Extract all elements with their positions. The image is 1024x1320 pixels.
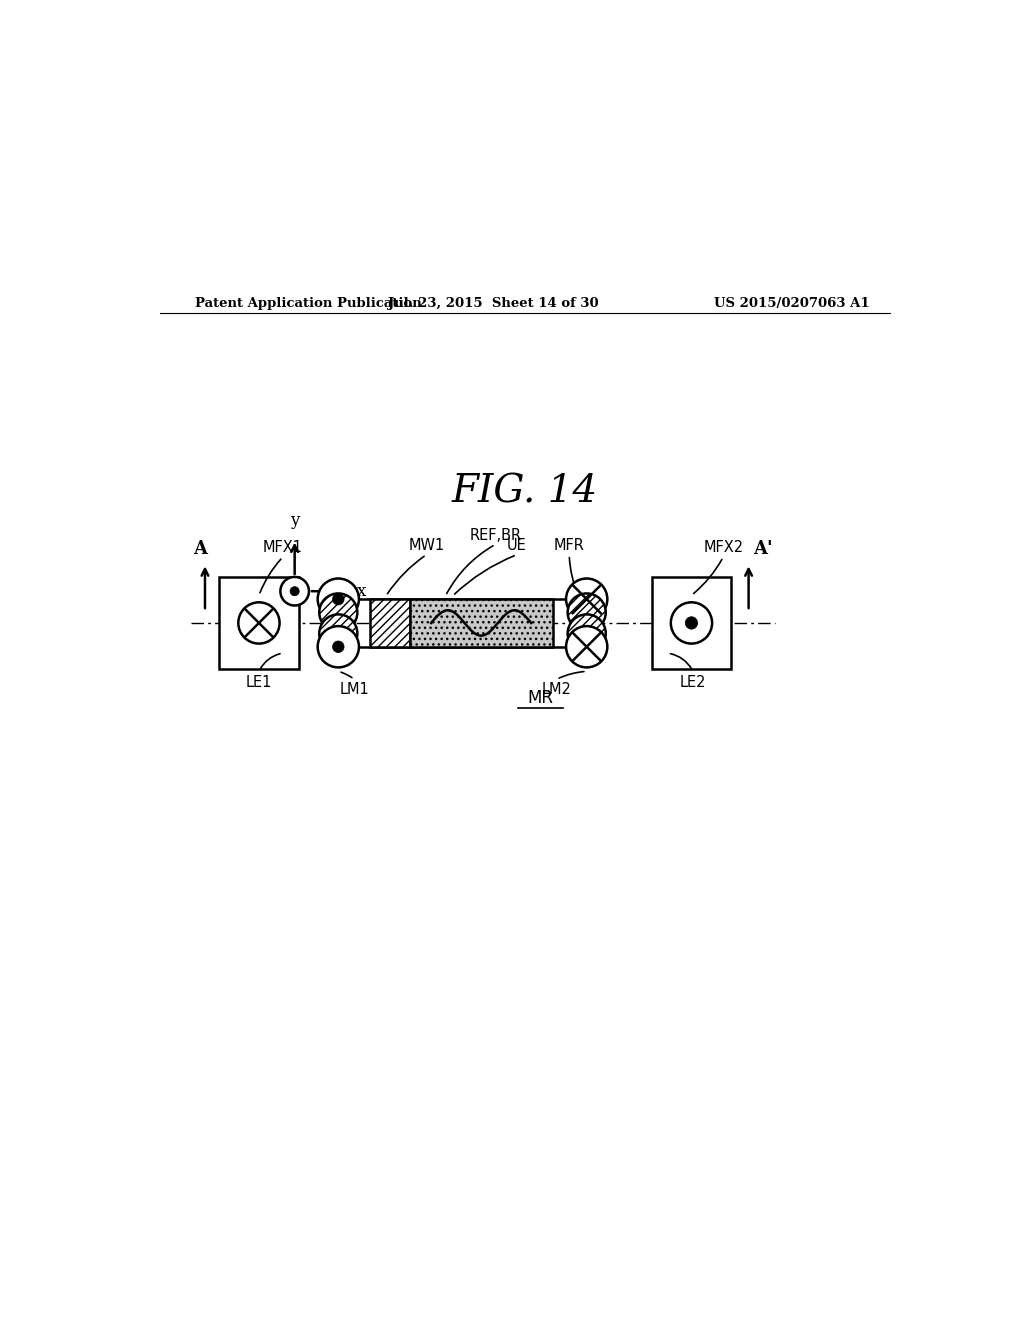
Circle shape xyxy=(566,626,607,668)
Text: LE2: LE2 xyxy=(680,675,707,689)
Circle shape xyxy=(281,577,309,606)
Circle shape xyxy=(333,642,344,652)
Text: A': A' xyxy=(754,540,773,558)
Text: LE1: LE1 xyxy=(246,675,272,689)
Text: UE: UE xyxy=(507,539,526,553)
Circle shape xyxy=(671,602,712,644)
Circle shape xyxy=(566,578,607,620)
Circle shape xyxy=(290,586,299,595)
Text: REF,BR: REF,BR xyxy=(469,528,521,543)
Circle shape xyxy=(333,594,344,605)
Text: FIG. 14: FIG. 14 xyxy=(452,474,598,511)
Circle shape xyxy=(319,614,357,652)
Text: US 2015/0207063 A1: US 2015/0207063 A1 xyxy=(715,297,870,310)
Circle shape xyxy=(567,614,606,652)
Text: A: A xyxy=(194,540,207,558)
Text: LM2: LM2 xyxy=(542,682,571,697)
Text: MFX2: MFX2 xyxy=(703,540,743,556)
Circle shape xyxy=(685,616,697,630)
Text: MFX1: MFX1 xyxy=(263,540,303,556)
Text: MFR: MFR xyxy=(554,539,585,553)
Text: Patent Application Publication: Patent Application Publication xyxy=(196,297,422,310)
Circle shape xyxy=(317,626,359,668)
Text: y: y xyxy=(290,512,299,529)
Circle shape xyxy=(319,594,357,631)
Bar xyxy=(219,577,299,669)
Text: x: x xyxy=(356,582,366,599)
Circle shape xyxy=(317,578,359,620)
Text: LM1: LM1 xyxy=(339,682,369,697)
Bar xyxy=(370,599,410,647)
Text: z: z xyxy=(276,622,285,639)
Text: Jul. 23, 2015  Sheet 14 of 30: Jul. 23, 2015 Sheet 14 of 30 xyxy=(388,297,598,310)
Circle shape xyxy=(239,602,280,644)
Bar xyxy=(652,577,731,669)
Circle shape xyxy=(567,594,606,631)
Text: MW1: MW1 xyxy=(409,539,444,553)
Bar xyxy=(410,599,553,647)
Text: MR: MR xyxy=(527,689,554,708)
